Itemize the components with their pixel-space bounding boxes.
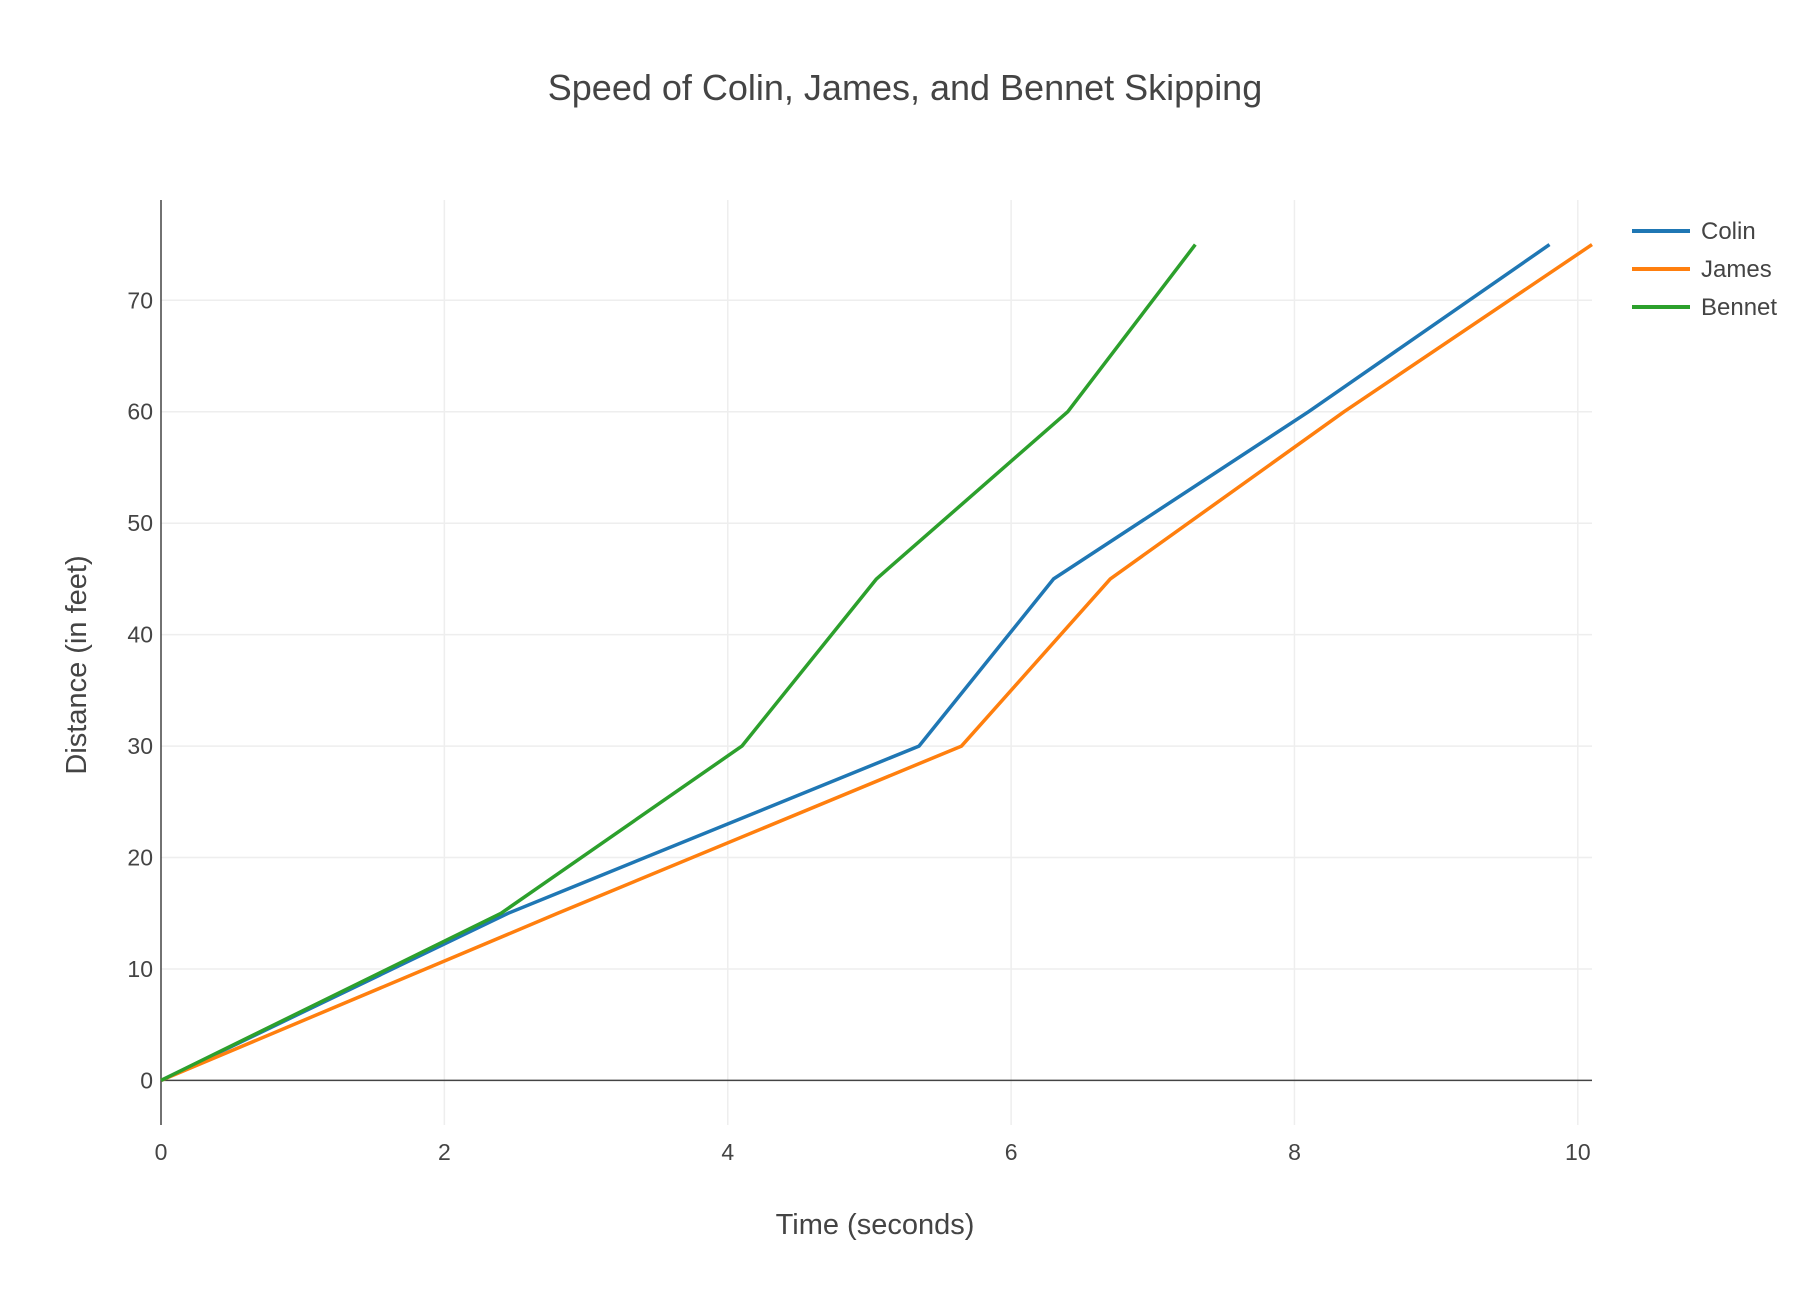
y-tick-label: 0 xyxy=(140,1067,153,1093)
x-tick-label: 10 xyxy=(1565,1139,1591,1165)
y-tick-label: 40 xyxy=(127,622,153,648)
x-axis-title: Time (seconds) xyxy=(776,1209,975,1241)
legend[interactable]: Colin James Bennet xyxy=(1632,218,1777,321)
legend-item-james[interactable]: James xyxy=(1632,256,1772,283)
y-tick-label: 30 xyxy=(127,733,153,759)
y-tick-label: 50 xyxy=(127,510,153,536)
x-tick-label: 2 xyxy=(438,1139,451,1165)
x-tick-label: 6 xyxy=(1005,1139,1018,1165)
legend-label: Colin xyxy=(1701,218,1756,245)
axes xyxy=(160,200,1592,1125)
x-tick-label: 4 xyxy=(721,1139,734,1165)
legend-item-bennet[interactable]: Bennet xyxy=(1632,294,1777,321)
legend-label: James xyxy=(1701,256,1772,283)
series-lines xyxy=(160,243,1593,1083)
series-line-colin xyxy=(160,243,1551,1082)
chart-title: Speed of Colin, James, and Bennet Skippi… xyxy=(548,67,1262,108)
series-line-james xyxy=(160,243,1593,1083)
y-tick-label: 70 xyxy=(127,287,153,313)
y-axis-title: Distance (in feet) xyxy=(61,555,93,774)
y-tick-label: 20 xyxy=(127,845,153,871)
gridlines xyxy=(161,200,1592,1125)
tick-labels: 0 2 4 6 8 10 0 10 20 30 40 50 60 70 xyxy=(127,287,1590,1165)
legend-label: Bennet xyxy=(1701,294,1777,321)
series-line-bennet xyxy=(160,243,1197,1082)
y-tick-label: 60 xyxy=(127,399,153,425)
x-tick-label: 8 xyxy=(1288,1139,1301,1165)
legend-item-colin[interactable]: Colin xyxy=(1632,218,1756,245)
y-tick-label: 10 xyxy=(127,956,153,982)
x-tick-label: 0 xyxy=(155,1139,168,1165)
